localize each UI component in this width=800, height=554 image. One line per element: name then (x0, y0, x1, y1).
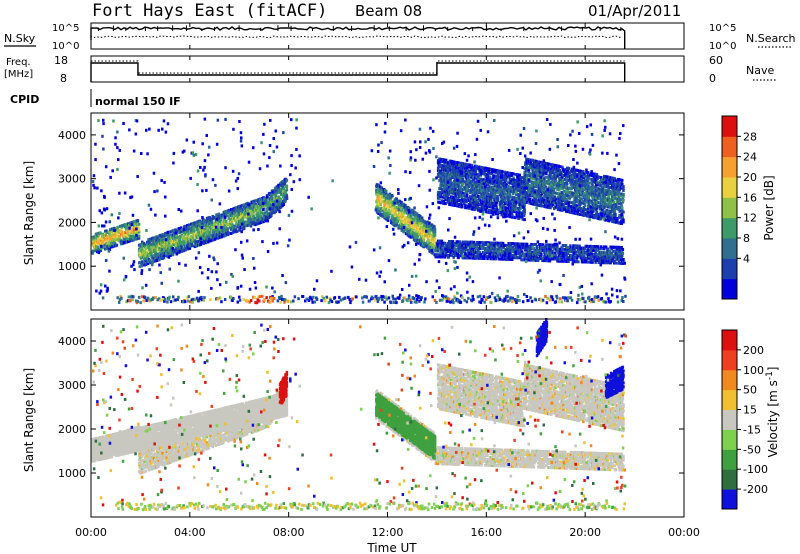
echo-cell (588, 181, 591, 184)
nsky-trace (91, 27, 625, 49)
echo-cell (554, 254, 557, 257)
echo-cell (138, 229, 141, 232)
echo-cell (391, 195, 394, 198)
echo-cell (279, 198, 282, 201)
cpid-value: normal 150 IF (95, 95, 181, 108)
station-title: Fort Hays East (fitACF) (92, 1, 327, 21)
echo-cell (430, 243, 433, 246)
echo-cell (145, 247, 148, 250)
echo-cell (102, 240, 105, 243)
power-echoes (91, 118, 627, 305)
echo-cell (566, 182, 569, 185)
echo-cell (622, 258, 625, 261)
noise-right-tick-bottom: 10^0 (709, 41, 736, 52)
date-title: 01/Apr/2011 (588, 2, 681, 20)
beam-title: Beam 08 (355, 2, 422, 20)
echo-cell (138, 223, 141, 226)
freq-tick-top: 18 (54, 54, 68, 67)
echo-cell (385, 190, 388, 193)
echo-cell (536, 245, 539, 248)
nsky-label: N.Sky (4, 32, 36, 45)
echo-cell (395, 209, 398, 212)
noise-left-tick-top: 10^5 (52, 23, 79, 34)
echo-cell (137, 219, 140, 222)
echo-cell (286, 194, 289, 197)
echo-cell (577, 260, 580, 263)
echo-cell (227, 231, 230, 234)
echo-cell (191, 244, 194, 247)
echo-cell (434, 228, 437, 231)
nsearch-label: N.Search (746, 32, 796, 45)
echo-cell (283, 203, 286, 206)
echo-cell (434, 238, 437, 241)
noise-left-tick-bottom: 10^0 (52, 41, 79, 52)
echo-cell (615, 262, 618, 265)
echo-cell (116, 226, 119, 229)
echo-cell (116, 244, 119, 247)
nsearch-trace (91, 36, 622, 38)
nave-tick-bottom: 0 (709, 72, 716, 85)
echo-cell (596, 211, 599, 214)
noise-panel: N.Sky 10^5 10^0 10^5 10^0 N.Search (4, 23, 796, 52)
echo-cell (622, 252, 625, 255)
echo-cell (526, 243, 529, 246)
echo-cell (388, 215, 391, 218)
echo-cell (540, 253, 543, 256)
nave-label: Nave (746, 64, 774, 77)
echo-cell (600, 245, 603, 248)
echo-cell (584, 204, 587, 207)
echo-cell (226, 227, 229, 230)
echo-cell (225, 220, 228, 223)
echo-cell (545, 176, 548, 179)
echo-cell (286, 179, 289, 182)
echo-cell (553, 187, 556, 190)
freq-unit-label: [MHz] (4, 69, 33, 80)
freq-tick-bottom: 8 (60, 72, 67, 85)
nave-tick-top: 60 (709, 54, 723, 67)
freq-panel: Freq. [MHz] 18 8 60 0 Nave (4, 54, 777, 85)
echo-cell (138, 235, 141, 238)
echo-cell (622, 248, 625, 251)
echo-cell (588, 178, 591, 181)
cpid-label: CPID (10, 93, 39, 106)
freq-label: Freq. (6, 57, 31, 68)
echo-cell (562, 244, 565, 247)
noise-right-tick-top: 10^5 (709, 23, 736, 34)
echo-cell (286, 185, 289, 188)
echo-cell (99, 231, 102, 234)
echo-cell (394, 206, 397, 209)
